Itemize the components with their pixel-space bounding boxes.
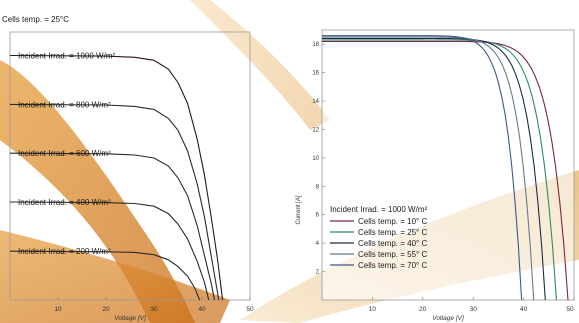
right-curves: [322, 35, 569, 301]
right-y-tick-label: 18: [312, 42, 319, 48]
right-y-axis-label: Current [A]: [296, 195, 302, 224]
left-x-axis-label: Voltage [V]: [114, 315, 146, 322]
left-series-line: [9, 54, 224, 301]
left-x-tick-label: 20: [102, 306, 110, 313]
left-title: Cells temp. = 25°C: [2, 15, 69, 24]
right-x-tick-label: 30: [470, 306, 478, 313]
right-legend-label: Cells temp. = 25° C: [358, 228, 427, 237]
right-legend-label: Cells temp. = 40° C: [358, 239, 427, 248]
right-legend-title: Incident Irrad. = 1000 W/m²: [330, 205, 427, 214]
left-series-label: Incident Irrad. = 800 W/m²: [18, 100, 111, 109]
left-series-line: [9, 103, 220, 301]
right-legend: Incident Irrad. = 1000 W/m² Cells temp. …: [330, 205, 427, 270]
right-legend-label: Cells temp. = 70° C: [358, 261, 427, 270]
right-series-line: [322, 39, 557, 301]
right-x-tick-label: 40: [520, 306, 528, 313]
left-series-line: [9, 250, 201, 301]
right-y-tick-label: 8: [316, 184, 320, 190]
left-series-label: Incident Irrad. = 200 W/m²: [18, 247, 111, 256]
swoosh-band-left: [0, 60, 195, 323]
right-legend-label: Cells temp. = 10° C: [358, 217, 427, 226]
right-x-ticks: 10 20 30 40 50: [369, 297, 575, 313]
right-y-tick-label: 10: [312, 156, 319, 162]
left-x-tick-label: 50: [246, 306, 254, 313]
right-x-tick-label: 50: [566, 306, 574, 313]
left-series-label: Incident Irrad. = 1000 W/m²: [18, 52, 115, 61]
left-plot-frame: [9, 31, 251, 301]
left-series-label: Incident Irrad. = 400 W/m²: [18, 198, 111, 207]
right-y-tick-label: 14: [312, 99, 319, 105]
right-y-tick-label: 4: [316, 241, 320, 247]
right-series-line: [322, 35, 523, 301]
right-y-tick-label: 2: [316, 270, 320, 276]
left-series-labels: Incident Irrad. = 1000 W/m² Incident Irra…: [18, 52, 115, 257]
left-series-line: [9, 201, 210, 301]
left-series-line: [9, 152, 216, 301]
left-chart: Cells temp. = 25°C Incident Irrad. = 100…: [2, 15, 254, 322]
right-y-tick-label: 12: [312, 127, 319, 133]
left-x-tick-label: 40: [198, 306, 206, 313]
left-x-ticks: 10 20 30 40 50: [54, 297, 254, 313]
right-y-tick-label: 6: [316, 213, 320, 219]
right-series-line: [322, 37, 546, 301]
right-x-tick-label: 20: [419, 306, 427, 313]
right-y-tick-label: 16: [312, 71, 319, 77]
right-chart: 2 4 6 8 10 12 14 16 18 10 20 30 40 50 Current [A] Vo…: [296, 29, 575, 322]
right-x-tick-label: 10: [369, 306, 377, 313]
right-series-line: [322, 36, 535, 301]
right-plot-frame: [321, 29, 575, 301]
right-y-ticks: 2 4 6 8 10 12 14 16 18: [312, 42, 325, 276]
left-series-label: Incident Irrad. = 600 W/m²: [18, 149, 111, 158]
left-x-tick-label: 10: [54, 306, 62, 313]
right-x-axis-label: Voltage [V]: [432, 315, 464, 322]
left-x-tick-label: 30: [150, 306, 158, 313]
right-legend-label: Cells temp. = 55° C: [358, 250, 427, 259]
right-series-line: [322, 40, 569, 301]
left-curves: [9, 54, 224, 301]
swoosh-band-top: [190, 0, 330, 130]
